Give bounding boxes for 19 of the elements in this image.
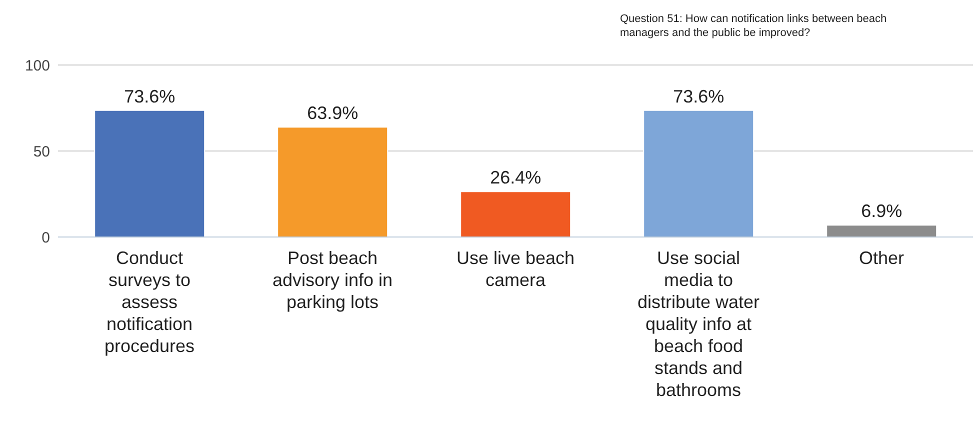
bar <box>277 126 388 237</box>
x-tick-label: Use social media to distribute water quality info at beach food stands and bathrooms <box>636 247 761 401</box>
bar <box>94 110 206 237</box>
x-tick-label: Conduct surveys to assess notification procedures <box>103 247 196 357</box>
bar <box>460 191 572 237</box>
x-tick-label: Use live beach camera <box>455 247 576 291</box>
y-tick-label: 100 <box>24 57 50 74</box>
data-label: 26.4% <box>490 168 542 188</box>
chart-title: Question 51: How can notification links between beach managers and the public be improved? <box>620 12 888 40</box>
bar <box>643 110 754 237</box>
bar <box>826 224 938 237</box>
x-tick-label: Other <box>858 247 906 269</box>
y-tick-label: 0 <box>42 229 50 246</box>
x-tick-label: Post beach advisory info in parking lots <box>271 247 394 313</box>
data-label: 63.9% <box>307 103 358 124</box>
y-tick-label: 50 <box>33 143 50 160</box>
data-label: 73.6% <box>673 86 724 106</box>
data-label: 73.6% <box>124 86 176 106</box>
data-label: 6.9% <box>861 201 902 222</box>
